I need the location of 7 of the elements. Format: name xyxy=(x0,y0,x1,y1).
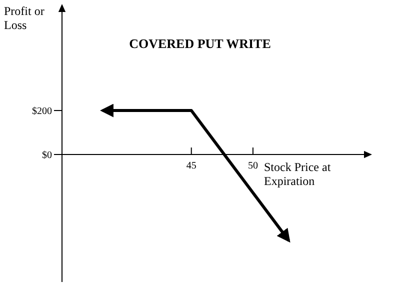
y-tick-label: $0 xyxy=(42,150,52,162)
x-axis-title: Stock Price at Expiration xyxy=(264,160,331,188)
text: COVERED PUT WRITE xyxy=(128,36,272,52)
y-tick-label: $200 xyxy=(32,106,52,118)
y-axis-title: Profit or Loss xyxy=(4,4,44,32)
x-tick-label: 50 xyxy=(248,160,258,172)
x-tick-label: 45 xyxy=(186,160,196,172)
